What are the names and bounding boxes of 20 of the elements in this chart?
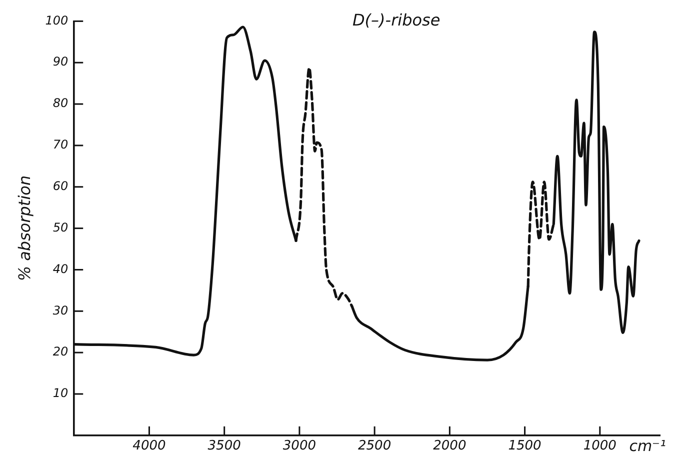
y-tick-label: 30 xyxy=(52,303,68,318)
chart-title: D(–)-ribose xyxy=(352,10,440,30)
y-tick-label: 10 xyxy=(52,386,68,400)
y-tick-label: 20 xyxy=(52,344,68,359)
y-axis-title: % absorption xyxy=(14,175,34,282)
y-tick-label: 70 xyxy=(52,138,68,152)
y-tick-label: 40 xyxy=(52,262,68,276)
x-tick-label: 3500 xyxy=(208,438,241,454)
x-tick-label: 1500 xyxy=(508,438,542,454)
x-tick-label: 4000 xyxy=(132,438,166,454)
x-axis-title: cm⁻¹ xyxy=(629,436,666,455)
x-tick-label: 2500 xyxy=(358,438,392,454)
y-tick-label: 90 xyxy=(52,54,68,69)
y-tick-label: 80 xyxy=(52,96,68,110)
y-tick-label: 50 xyxy=(52,220,68,234)
x-tick-label: 1000 xyxy=(583,438,616,454)
y-tick-label: 100 xyxy=(45,13,68,28)
y-tick-label: 60 xyxy=(52,179,68,194)
x-tick-label: 3000 xyxy=(282,438,316,454)
x-tick-label: 2000 xyxy=(433,438,466,454)
